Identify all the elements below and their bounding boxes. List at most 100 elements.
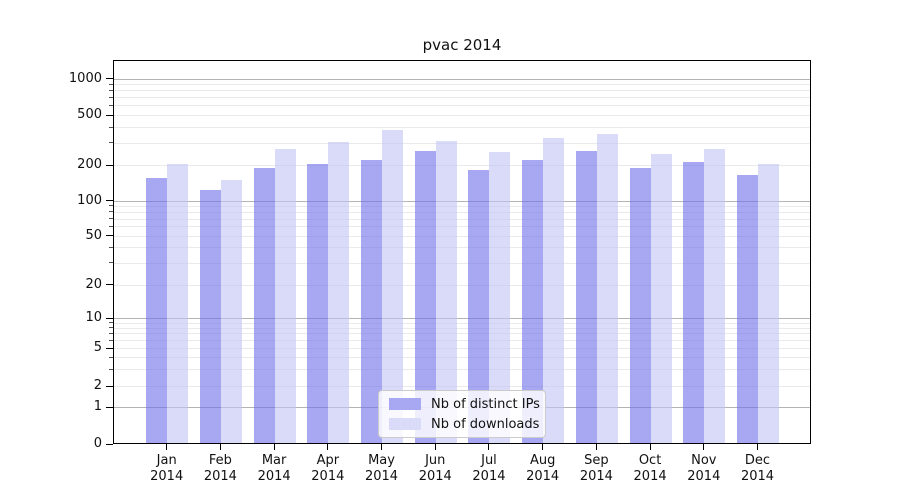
x-tick-aug bbox=[542, 444, 544, 450]
gridline-30 bbox=[114, 262, 810, 264]
gridline-80 bbox=[114, 211, 810, 213]
legend-row-distinct-ips: Nb of distinct IPs bbox=[389, 397, 540, 412]
y-tick-label-5: 5 bbox=[93, 340, 102, 355]
x-tick-oct bbox=[649, 444, 651, 450]
gridline-3 bbox=[114, 369, 810, 371]
downloads-bar-sep bbox=[596, 134, 618, 443]
distinct-ips-bar-apr bbox=[307, 163, 329, 443]
gridline-600 bbox=[114, 105, 810, 107]
y-tick-5 bbox=[106, 347, 113, 349]
distinct-ips-bar-jun bbox=[414, 151, 436, 443]
y-minor-tick-600 bbox=[109, 104, 113, 106]
x-tick-label-apr: Apr 2014 bbox=[311, 453, 345, 484]
gridline-7 bbox=[114, 333, 810, 335]
y-minor-tick-8 bbox=[109, 327, 113, 329]
gridline-4 bbox=[114, 357, 810, 359]
gridline-900 bbox=[114, 84, 810, 86]
y-tick-200 bbox=[106, 164, 113, 166]
x-tick-feb bbox=[219, 444, 221, 450]
downloads-bar-jun bbox=[435, 141, 457, 443]
x-tick-sep bbox=[595, 444, 597, 450]
y-tick-label-20: 20 bbox=[85, 276, 102, 292]
y-minor-tick-6 bbox=[109, 339, 113, 341]
gridline-700 bbox=[114, 97, 810, 99]
y-minor-tick-300 bbox=[109, 142, 113, 144]
distinct-ips-bar-aug bbox=[522, 159, 544, 443]
gridline-6 bbox=[114, 340, 810, 342]
y-minor-tick-3 bbox=[109, 368, 113, 370]
y-minor-tick-900 bbox=[109, 83, 113, 85]
distinct-ips-bar-jul bbox=[468, 169, 490, 443]
y-tick-50 bbox=[106, 235, 113, 236]
gridline-40 bbox=[114, 247, 810, 249]
y-tick-label-100: 100 bbox=[77, 192, 102, 208]
downloads-bar-may bbox=[382, 129, 404, 443]
x-tick-apr bbox=[327, 444, 329, 450]
legend-label-downloads: Nb of downloads bbox=[431, 416, 540, 432]
gridline-90 bbox=[114, 205, 810, 207]
legend-swatch-distinct-ips bbox=[389, 398, 421, 410]
downloads-bar-mar bbox=[274, 148, 296, 443]
legend: Nb of distinct IPs Nb of downloads bbox=[378, 390, 546, 438]
y-minor-tick-70 bbox=[109, 218, 113, 219]
y-tick-1000 bbox=[106, 78, 113, 79]
downloads-bar-oct bbox=[650, 153, 672, 443]
x-tick-label-jun: Jun 2014 bbox=[418, 453, 452, 484]
downloads-bar-nov bbox=[704, 149, 726, 443]
y-tick-100 bbox=[106, 200, 113, 201]
x-tick-label-oct: Oct 2014 bbox=[633, 453, 667, 484]
x-tick-nov bbox=[703, 444, 705, 450]
legend-swatch-downloads bbox=[389, 418, 421, 430]
gridline-2 bbox=[114, 386, 810, 387]
distinct-ips-bar-may bbox=[361, 160, 383, 443]
gridline-200 bbox=[114, 165, 810, 166]
gridline-70 bbox=[114, 218, 810, 220]
x-tick-may bbox=[381, 444, 383, 450]
plot-area bbox=[113, 60, 811, 444]
y-tick-label-0: 0 bbox=[93, 436, 102, 451]
y-tick-500 bbox=[106, 114, 113, 116]
x-tick-label-may: May 2014 bbox=[364, 453, 399, 484]
downloads-bar-aug bbox=[543, 138, 565, 443]
gridline-60 bbox=[114, 226, 810, 228]
gridline-10 bbox=[114, 318, 810, 319]
gridline-400 bbox=[114, 127, 810, 129]
y-tick-1 bbox=[106, 406, 113, 408]
y-tick-10 bbox=[106, 317, 113, 319]
y-minor-tick-90 bbox=[109, 205, 113, 207]
x-tick-label-sep: Sep 2014 bbox=[579, 453, 613, 484]
x-tick-label-aug: Aug 2014 bbox=[526, 453, 560, 484]
x-tick-mar bbox=[273, 444, 275, 450]
x-tick-label-jul: Jul 2014 bbox=[472, 453, 506, 484]
distinct-ips-bar-feb bbox=[199, 189, 221, 443]
x-tick-jan bbox=[166, 444, 168, 450]
gridline-800 bbox=[114, 90, 810, 92]
gridline-5 bbox=[114, 348, 810, 349]
gridline-300 bbox=[114, 142, 810, 144]
downloads-bar-feb bbox=[220, 180, 242, 443]
y-minor-tick-700 bbox=[109, 96, 113, 98]
gridline-20 bbox=[114, 284, 810, 286]
gridline-100 bbox=[114, 200, 810, 202]
distinct-ips-bar-dec bbox=[737, 175, 758, 443]
y-minor-tick-9 bbox=[109, 322, 113, 324]
x-tick-label-nov: Nov 2014 bbox=[687, 453, 721, 484]
gridline-9 bbox=[114, 322, 810, 324]
chart-title: pvac 2014 bbox=[422, 36, 502, 54]
y-tick-0 bbox=[106, 443, 113, 445]
gridline-8 bbox=[114, 327, 810, 329]
distinct-ips-bar-oct bbox=[629, 168, 651, 443]
y-minor-tick-400 bbox=[109, 126, 113, 128]
gridline-500 bbox=[114, 115, 810, 116]
y-tick-label-500: 500 bbox=[77, 107, 102, 122]
distinct-ips-bar-mar bbox=[253, 168, 275, 443]
gridline-1000 bbox=[114, 78, 810, 80]
y-tick-label-200: 200 bbox=[77, 157, 102, 172]
legend-row-downloads: Nb of downloads bbox=[389, 417, 539, 432]
distinct-ips-bar-jan bbox=[146, 178, 168, 443]
y-tick-2 bbox=[106, 385, 113, 387]
x-tick-jul bbox=[488, 444, 490, 450]
y-tick-label-10: 10 bbox=[85, 310, 102, 325]
gridline-50 bbox=[114, 235, 810, 237]
downloads-bar-jan bbox=[167, 163, 189, 443]
